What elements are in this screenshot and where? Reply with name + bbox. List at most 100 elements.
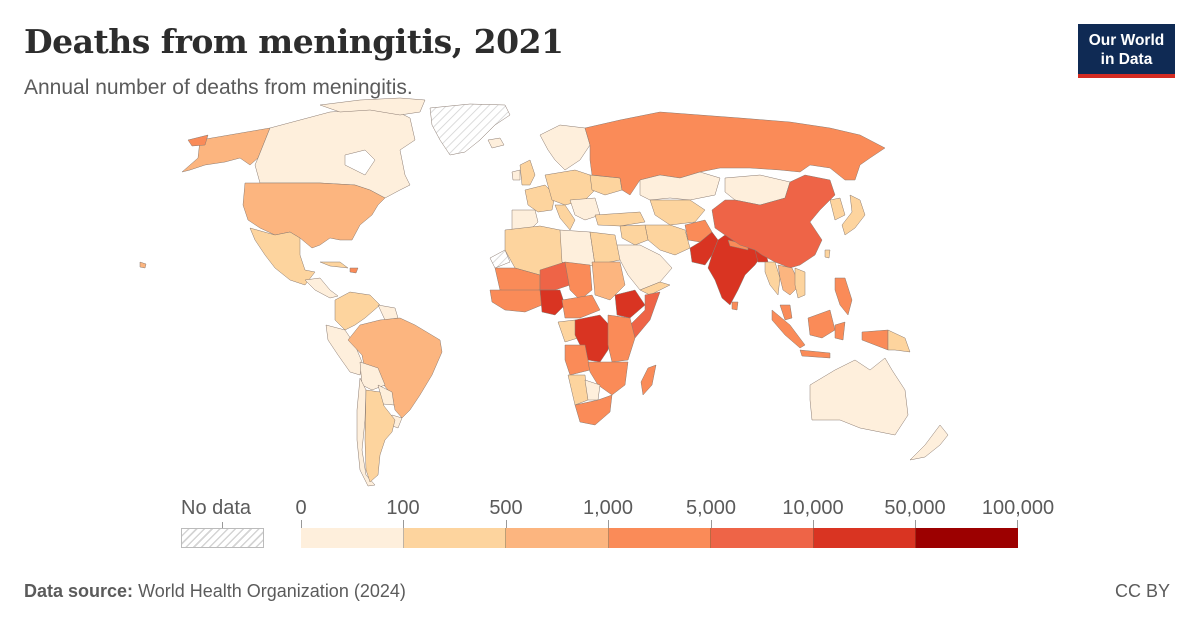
license[interactable]: CC BY [1114,581,1170,601]
region-haiti[interactable] [349,267,359,274]
region-central-america[interactable] [304,277,339,299]
chart-title: Deaths from meningitis, 2021 [24,22,564,61]
region-western-sahara[interactable] [489,249,511,269]
legend-no-data-swatch[interactable] [181,528,264,548]
legend-bin-50000-100000[interactable] [916,528,1019,548]
legend-tick [1017,520,1018,528]
region-turkey[interactable] [594,211,646,227]
region-central-asia[interactable] [649,199,706,226]
region-france[interactable] [524,184,556,213]
region-korea[interactable] [829,197,846,221]
region-ethiopia[interactable] [614,289,646,319]
region-iceland[interactable] [487,137,505,149]
legend-tick [915,520,916,528]
region-papua-indonesia[interactable] [861,329,889,351]
region-cameroon-car[interactable] [561,294,601,319]
chart-subtitle: Annual number of deaths from meningitis. [24,76,413,99]
owid-logo[interactable]: Our World in Data [1078,24,1175,78]
region-balkans[interactable] [569,197,601,221]
legend-tick [301,520,302,528]
region-west-africa[interactable] [489,289,543,313]
region-ireland[interactable] [511,169,521,181]
region-canada-islands[interactable] [319,97,426,116]
legend-bin-0-100[interactable] [301,528,404,548]
legend-tick [813,520,814,528]
world-map[interactable] [0,95,1200,495]
region-borneo[interactable] [807,309,836,339]
region-cuba[interactable] [319,261,349,269]
region-sudan[interactable] [591,261,626,301]
region-taiwan[interactable] [824,249,831,259]
legend-no-data-tick [222,522,223,528]
region-thailand-laos[interactable] [777,264,801,296]
region-south-africa[interactable] [574,394,613,426]
region-central-europe[interactable] [544,169,596,206]
region-iraq-syria[interactable] [619,224,649,246]
region-east-africa[interactable] [607,314,636,363]
region-mexico[interactable] [249,227,316,286]
region-russia[interactable] [584,111,886,196]
region-png[interactable] [887,329,911,353]
region-myanmar[interactable] [764,261,781,296]
legend-tick-label: 5,000 [685,497,737,519]
region-angola[interactable] [564,344,591,376]
region-sri-lanka[interactable] [731,301,739,311]
legend-bin-10000-50000[interactable] [813,528,917,548]
region-kazakhstan[interactable] [639,171,721,201]
legend-tick-label: 10,000 [782,497,844,519]
region-sulawesi[interactable] [834,321,846,341]
data-source-text[interactable]: World Health Organization (2024) [138,581,406,601]
legend-tick-label: 1,000 [582,497,634,519]
legend-tick-label: 100,000 [981,497,1055,519]
region-guianas[interactable] [377,304,399,321]
legend-no-data-label: No data [181,497,252,519]
legend-tick [608,520,609,528]
region-japan[interactable] [841,194,866,236]
region-zambia-mozambique[interactable] [587,361,629,396]
region-iran[interactable] [644,224,691,256]
hudson-bay [344,149,376,176]
data-source: Data source: World Health Organization (… [24,581,406,602]
region-argentina[interactable] [364,389,396,483]
region-uk[interactable] [519,159,536,186]
region-hawaii[interactable] [139,261,147,269]
region-china[interactable] [711,174,836,269]
region-nigeria[interactable] [539,289,566,316]
legend-tick [711,520,712,528]
region-egypt[interactable] [589,231,621,266]
region-italy[interactable] [554,204,576,231]
region-greenland[interactable] [429,103,511,156]
region-ukraine[interactable] [589,174,623,196]
legend-bin-1000-5000[interactable] [608,528,712,548]
legend-tick-label: 500 [489,497,523,519]
legend-tick-label: 100 [386,497,420,519]
legend-bin-5000-10000[interactable] [711,528,814,548]
region-scandinavia[interactable] [539,124,591,171]
legend-tick [403,520,404,528]
logo-line-2: in Data [1100,51,1153,68]
region-madagascar[interactable] [640,364,657,396]
region-java[interactable] [799,349,831,359]
region-new-zealand[interactable] [909,424,949,461]
data-source-label: Data source: [24,581,134,601]
region-malaysia[interactable] [779,304,793,321]
region-alaska-west[interactable] [187,134,209,147]
region-yemen[interactable] [639,281,671,296]
region-niger[interactable] [539,261,571,291]
logo-line-1: Our World [1088,32,1165,49]
region-vietnam[interactable] [794,267,806,299]
region-namibia[interactable] [567,374,589,406]
legend-tick-label: 50,000 [884,497,946,519]
region-usa[interactable] [242,182,386,249]
region-peru-ecuador[interactable] [325,324,363,376]
legend-bin-500-1000[interactable] [506,528,609,548]
legend-tick-label: 0 [295,497,307,519]
legend-bin-100-500[interactable] [403,528,507,548]
region-chile[interactable] [356,377,376,487]
legend-color-bar [301,528,1019,548]
region-chad[interactable] [564,261,593,301]
region-colombia-venezuela[interactable] [334,291,381,331]
region-sumatra[interactable] [771,309,806,349]
region-philippines[interactable] [834,277,853,316]
region-australia[interactable] [809,357,909,436]
